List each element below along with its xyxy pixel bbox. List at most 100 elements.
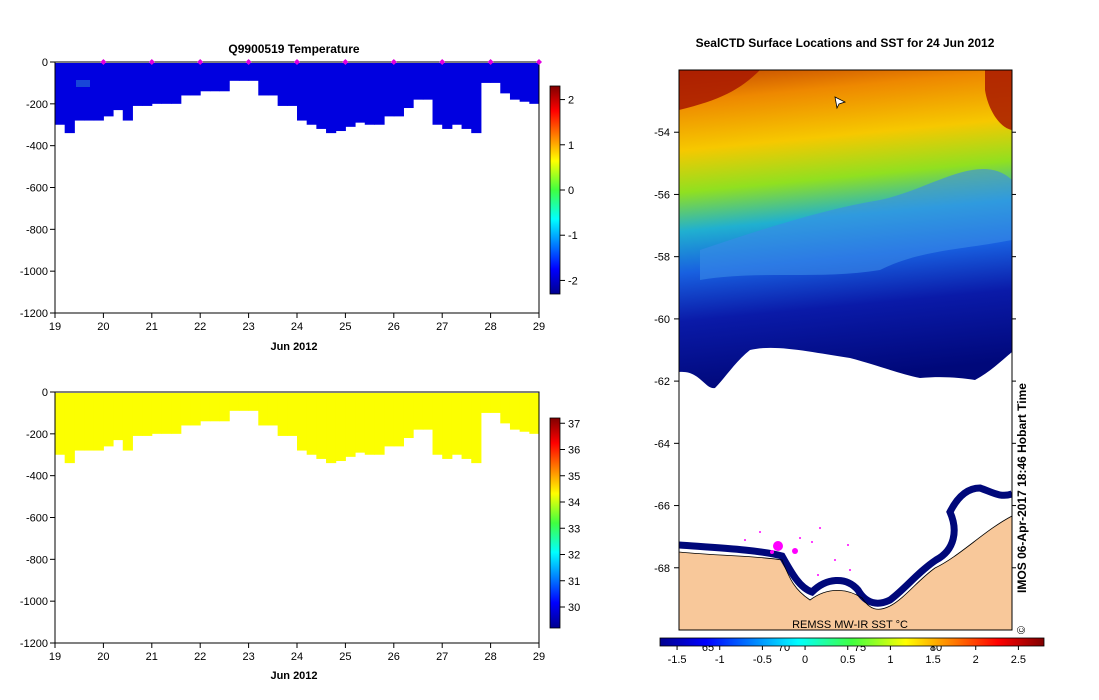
profile-column xyxy=(355,63,366,123)
colorbar-tick-label: 36 xyxy=(568,445,580,457)
antarctica-land xyxy=(679,516,1012,630)
profile-column xyxy=(238,393,250,411)
profile-column xyxy=(355,393,366,453)
temperature-x-label: Jun 2012 xyxy=(270,341,317,353)
profile-column xyxy=(64,63,75,134)
profile-column xyxy=(142,393,153,436)
profile-column xyxy=(171,63,182,104)
profile-column xyxy=(480,393,492,413)
x-tick-label: 24 xyxy=(291,651,303,663)
surface-marker xyxy=(439,59,446,65)
sst-colorbar-tick-label: 1 xyxy=(887,654,893,666)
profile-column xyxy=(132,63,143,106)
profile-column xyxy=(461,63,472,129)
lat-tick-label: -60 xyxy=(654,314,670,326)
surface-markers xyxy=(100,59,542,65)
colorbar-tick-label: 33 xyxy=(568,523,580,535)
sst-map-panel: SealCTD Surface Locations and SST for 24… xyxy=(654,36,1045,666)
colorbar-tick-label: -1 xyxy=(568,230,578,242)
seal-location xyxy=(847,544,849,546)
seal-location-main xyxy=(773,541,783,551)
profile-column xyxy=(151,63,162,104)
y-tick-label: -800 xyxy=(26,554,48,566)
profile-column xyxy=(200,393,211,422)
profile-column xyxy=(490,393,501,413)
x-tick-label: 26 xyxy=(388,321,400,333)
profile-column xyxy=(442,393,453,459)
sst-colorbar-tick-label: -0.5 xyxy=(753,654,772,666)
y-tick-label: 0 xyxy=(42,57,48,69)
profile-column xyxy=(335,393,346,462)
sst-cold-patches xyxy=(700,169,1012,280)
profile-column xyxy=(306,63,317,125)
profile-column xyxy=(171,393,182,434)
profile-column xyxy=(384,63,395,117)
seal-location xyxy=(744,539,746,541)
profile-column xyxy=(248,63,259,81)
profile-column xyxy=(84,63,95,121)
profile-column xyxy=(229,63,240,81)
copyright-symbol: © xyxy=(1016,626,1028,634)
profile-column xyxy=(151,393,162,434)
x-tick-label: 24 xyxy=(291,321,303,333)
profile-column xyxy=(248,393,259,411)
surface-marker xyxy=(536,59,542,65)
x-tick-label: 27 xyxy=(436,651,448,663)
seal-location xyxy=(792,548,798,554)
x-tick-label: 19 xyxy=(49,321,61,333)
sst-warm-region-east xyxy=(985,70,1012,130)
profile-column xyxy=(490,63,501,83)
x-tick-label: 23 xyxy=(242,321,254,333)
profile-column xyxy=(190,63,201,96)
y-tick-label: -400 xyxy=(26,141,48,153)
sst-colorbar xyxy=(659,637,1045,647)
sst-colorbar-tick-label: 2 xyxy=(973,654,979,666)
profile-column xyxy=(267,63,279,96)
salinity-x-axis: 19 20 21 22 23 24 25 26 27 28 29 xyxy=(49,643,545,663)
x-tick-label: 20 xyxy=(97,321,109,333)
profile-column xyxy=(345,63,356,127)
profile-column xyxy=(113,393,124,441)
profile-column xyxy=(277,393,288,436)
profile-column xyxy=(432,63,443,125)
profile-column xyxy=(103,63,114,117)
y-tick-label: -200 xyxy=(26,99,48,111)
profile-column xyxy=(219,393,230,422)
temperature-y-axis: 0 -200 -400 -600 -800 -1000 -1200 xyxy=(20,57,55,320)
lat-tick-label: -62 xyxy=(654,376,670,388)
sst-colorbar-tick-label: 1.5 xyxy=(925,654,940,666)
map-frame xyxy=(678,69,1013,631)
profile-column xyxy=(180,393,192,426)
profile-column xyxy=(93,63,104,121)
profile-column xyxy=(529,63,540,104)
x-tick-label: 22 xyxy=(194,651,206,663)
surface-marker xyxy=(342,59,349,65)
profile-column xyxy=(519,393,530,432)
sst-warm-region xyxy=(679,70,760,110)
x-tick-label: 20 xyxy=(97,651,109,663)
profile-column xyxy=(451,63,463,125)
imos-credit: IMOS 06-Apr-2017 18:46 Hobart Time xyxy=(1015,383,1029,593)
profile-column xyxy=(287,393,298,436)
profile-column xyxy=(161,393,172,434)
seal-location xyxy=(819,527,821,529)
coastal-sea-ice-edge xyxy=(679,484,1012,607)
y-tick-label: -200 xyxy=(26,429,48,441)
x-tick-label: 21 xyxy=(146,651,158,663)
coastline xyxy=(679,515,1012,610)
surface-marker xyxy=(245,59,252,65)
seal-location xyxy=(817,574,819,576)
colorbar-tick-label: 0 xyxy=(568,185,574,197)
seal-ctd-locations xyxy=(744,527,851,576)
profile-column xyxy=(306,393,317,455)
temperature-section-panel: Q9900519 Temperature 0 -200 -400 -600 -800 -1… xyxy=(20,42,578,353)
lat-tick-label: -64 xyxy=(654,438,670,450)
y-tick-label: 0 xyxy=(42,387,48,399)
seal-location xyxy=(849,569,851,571)
profile-column xyxy=(364,63,375,125)
drifter-marker xyxy=(834,96,847,110)
colorbar-tick-label: 1 xyxy=(568,140,574,152)
colorbar-tick-label: 30 xyxy=(568,602,580,614)
profile-column xyxy=(422,393,434,430)
profile-column xyxy=(326,393,337,464)
